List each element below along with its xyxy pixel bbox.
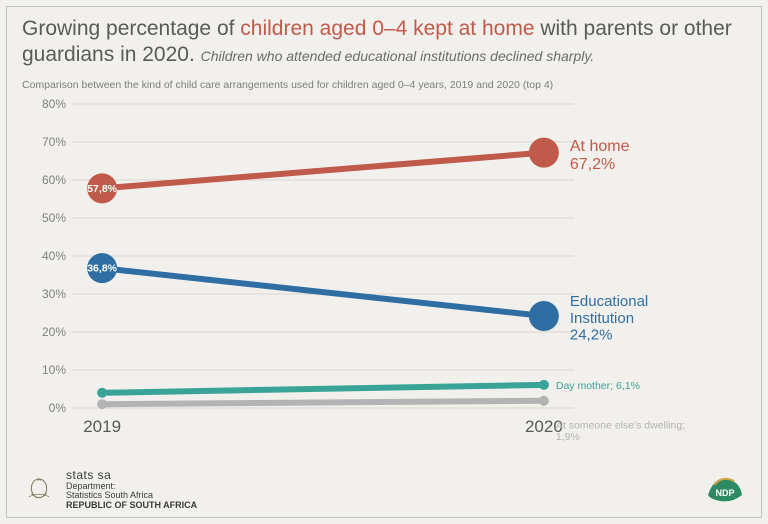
ndp-logo-icon: NDP <box>704 471 746 505</box>
title-subtitle: Children who attended educational instit… <box>201 48 595 64</box>
svg-text:30%: 30% <box>42 287 66 301</box>
svg-text:2019: 2019 <box>83 417 121 436</box>
footer-left: stats sa Department: Statistics South Af… <box>22 469 197 510</box>
chart-title: Growing percentage of children aged 0–4 … <box>22 16 746 69</box>
footer-right: NDP <box>704 471 746 510</box>
svg-text:20%: 20% <box>42 325 66 339</box>
slope-chart-svg: 0%10%20%30%40%50%60%70%80%2019202057,8%A… <box>54 96 584 436</box>
svg-text:10%: 10% <box>42 363 66 377</box>
svg-text:Day mother; 6,1%: Day mother; 6,1% <box>556 380 640 392</box>
svg-text:Institution: Institution <box>570 310 634 327</box>
svg-text:70%: 70% <box>42 135 66 149</box>
title-prefix: Growing percentage of <box>22 17 240 40</box>
svg-text:At home: At home <box>570 138 630 155</box>
coat-of-arms-icon <box>22 473 56 507</box>
svg-text:36,8%: 36,8% <box>87 263 117 275</box>
slope-chart: 0%10%20%30%40%50%60%70%80%2019202057,8%A… <box>54 96 584 436</box>
chart-subtitle: Comparison between the kind of child car… <box>22 79 553 91</box>
footer-text: stats sa Department: Statistics South Af… <box>66 469 197 510</box>
svg-text:Educational: Educational <box>570 293 648 310</box>
svg-text:80%: 80% <box>42 97 66 111</box>
svg-text:NDP: NDP <box>715 488 734 498</box>
svg-text:50%: 50% <box>42 211 66 225</box>
svg-text:60%: 60% <box>42 173 66 187</box>
title-emphasis: children aged 0–4 kept at home <box>240 17 534 40</box>
svg-text:57,8%: 57,8% <box>87 183 117 195</box>
svg-text:40%: 40% <box>42 249 66 263</box>
footer-brand: stats sa <box>66 469 197 482</box>
svg-text:1,9%: 1,9% <box>556 431 580 443</box>
footer-dept-3: REPUBLIC OF SOUTH AFRICA <box>66 501 197 510</box>
svg-text:At someone else's dwelling;: At someone else's dwelling; <box>556 419 685 431</box>
svg-text:24,2%: 24,2% <box>570 327 613 344</box>
svg-text:67,2%: 67,2% <box>570 156 615 173</box>
svg-text:0%: 0% <box>49 401 67 415</box>
